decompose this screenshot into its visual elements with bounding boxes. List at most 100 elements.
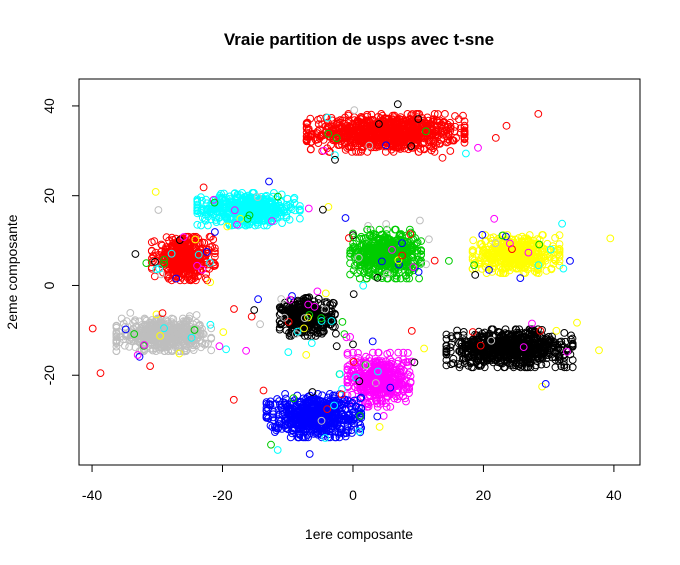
- data-point: [212, 218, 221, 227]
- data-point: [417, 125, 426, 134]
- data-point: [379, 247, 388, 256]
- data-point: [384, 246, 393, 255]
- data-point: [304, 132, 313, 141]
- data-point: [257, 204, 266, 213]
- data-point: [217, 217, 225, 226]
- data-point: [441, 122, 450, 131]
- data-point: [302, 137, 311, 146]
- data-points: [88, 100, 615, 458]
- data-point: [342, 133, 351, 141]
- data-point: [391, 225, 400, 234]
- data-point: [390, 124, 399, 133]
- data-point: [147, 247, 156, 256]
- data-point: [413, 113, 422, 121]
- data-point: [423, 132, 432, 141]
- data-point: [340, 137, 349, 146]
- data-point: [350, 261, 359, 270]
- data-point: [262, 191, 271, 200]
- data-point: [460, 138, 469, 147]
- data-point: [350, 130, 359, 139]
- data-point: [415, 274, 424, 283]
- data-point: [208, 212, 217, 220]
- data-point: [314, 120, 323, 128]
- data-point: [325, 148, 334, 156]
- data-point: [348, 123, 357, 132]
- data-point: [460, 126, 469, 135]
- data-point: [263, 221, 271, 230]
- data-point: [335, 118, 344, 127]
- data-point: [370, 254, 378, 263]
- data-point: [346, 259, 355, 268]
- data-point: [251, 221, 260, 230]
- data-point: [400, 125, 409, 134]
- data-point: [469, 236, 478, 245]
- data-point: [291, 206, 299, 215]
- data-point: [281, 205, 289, 213]
- data-point: [198, 213, 207, 222]
- data-point: [401, 272, 410, 280]
- data-point: [302, 120, 311, 129]
- data-point: [460, 123, 469, 132]
- data-point: [400, 144, 409, 153]
- data-point: [217, 189, 225, 198]
- data-point: [286, 200, 295, 209]
- data-point: [383, 120, 392, 128]
- data-point: [193, 220, 202, 229]
- data-point: [211, 204, 220, 212]
- data-point: [441, 110, 449, 118]
- data-point: [404, 349, 412, 357]
- data-point: [347, 142, 355, 151]
- data-point: [271, 208, 280, 217]
- data-point: [296, 202, 304, 210]
- data-point: [409, 253, 417, 262]
- data-point: [218, 194, 227, 202]
- data-point: [306, 138, 315, 147]
- data-point: [395, 232, 404, 241]
- data-point: [268, 199, 277, 207]
- data-point: [253, 209, 262, 218]
- data-point: [404, 262, 413, 271]
- data-point: [452, 134, 461, 143]
- data-point: [449, 136, 458, 145]
- data-point: [232, 194, 241, 203]
- data-point: [120, 341, 129, 350]
- data-point: [351, 243, 360, 252]
- data-point: [414, 148, 423, 156]
- data-point: [223, 203, 232, 211]
- data-point: [382, 230, 391, 239]
- data-point: [474, 247, 483, 255]
- data-point: [220, 189, 228, 198]
- data-point: [401, 133, 410, 142]
- data-point: [388, 135, 397, 144]
- data-point: [302, 123, 311, 132]
- data-point: [446, 147, 455, 155]
- data-point: [306, 145, 315, 154]
- data-point: [277, 190, 286, 199]
- data-point: [359, 247, 367, 256]
- data-point: [371, 260, 380, 269]
- data-point: [261, 203, 269, 211]
- data-point: [236, 202, 245, 211]
- data-point: [403, 117, 411, 125]
- data-point: [259, 202, 268, 211]
- data-point: [354, 129, 363, 138]
- data-point: [376, 243, 385, 251]
- data-point: [395, 115, 404, 123]
- data-point: [278, 219, 287, 228]
- data-point: [273, 207, 282, 216]
- data-point: [417, 258, 426, 267]
- data-point: [367, 129, 375, 137]
- data-point: [413, 238, 422, 247]
- data-point: [384, 260, 392, 269]
- data-point: [232, 202, 241, 211]
- data-point: [361, 239, 370, 248]
- data-point: [433, 132, 442, 140]
- data-point: [207, 346, 216, 355]
- data-point: [362, 122, 371, 131]
- data-point: [446, 122, 455, 131]
- data-point: [444, 137, 452, 146]
- data-point: [460, 117, 469, 126]
- data-point: [387, 120, 396, 129]
- data-point: [204, 221, 212, 230]
- data-point: [386, 241, 395, 249]
